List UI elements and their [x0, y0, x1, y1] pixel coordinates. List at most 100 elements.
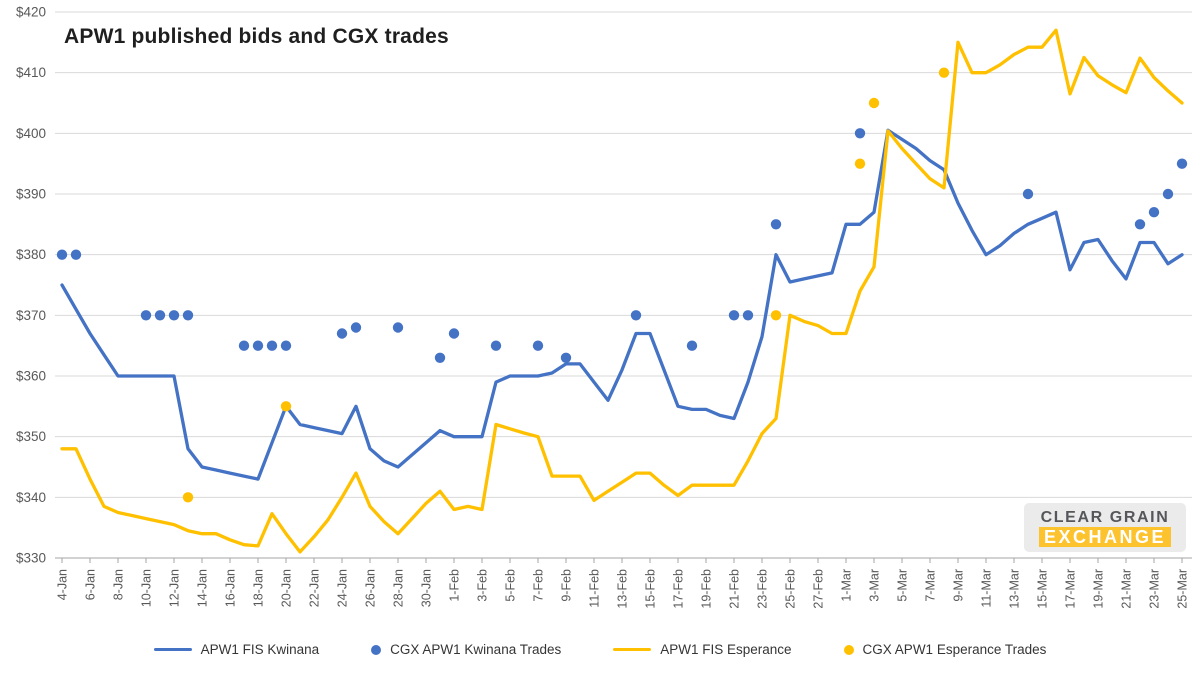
x-axis-label: 12-Jan: [168, 569, 182, 607]
cgx-apw1-esperance-trades-point: [868, 97, 880, 109]
cgx-apw1-kwinana-trades-point: [168, 310, 180, 321]
y-axis-label: $390: [16, 187, 46, 202]
x-axis-label: 1-Feb: [448, 569, 462, 602]
x-axis-label: 5-Feb: [504, 569, 518, 602]
clear-grain-exchange-logo: CLEAR GRAIN EXCHANGE: [1024, 503, 1186, 552]
cgx-apw1-kwinana-trades-point: [252, 340, 264, 351]
x-axis-label: 19-Mar: [1092, 569, 1106, 609]
x-axis-label: 13-Mar: [1008, 569, 1022, 609]
apw1-fis-esperance-line: [60, 28, 1184, 554]
cgx-apw1-kwinana-trades-point: [1134, 219, 1146, 230]
x-axis-label: 21-Feb: [728, 569, 742, 609]
cgx-apw1-kwinana-trades-point: [560, 352, 572, 363]
chart-title: APW1 published bids and CGX trades: [64, 25, 449, 48]
x-axis-label: 19-Feb: [700, 569, 714, 609]
cgx-apw1-kwinana-trades-point: [1148, 207, 1160, 218]
x-axis-label: 10-Jan: [140, 569, 154, 607]
y-axis-label: $420: [16, 5, 46, 20]
x-axis-label: 15-Feb: [644, 569, 658, 609]
legend-label: CGX APW1 Kwinana Trades: [390, 642, 562, 657]
cgx-apw1-kwinana-trades-point: [266, 340, 278, 351]
cgx-apw1-kwinana-trades-point: [140, 310, 152, 321]
cgx-apw1-kwinana-trades-point: [686, 340, 698, 351]
y-axis-label: $350: [16, 429, 46, 444]
cgx-apw1-kwinana-trades-point: [238, 340, 250, 351]
cgx-apw1-esperance-trades-point: [280, 401, 292, 412]
x-axis-label: 1-Mar: [840, 569, 854, 602]
legend-label: APW1 FIS Esperance: [660, 642, 792, 657]
x-axis-label: 7-Mar: [924, 569, 938, 602]
x-axis-label: 24-Jan: [336, 569, 350, 607]
x-axis-label: 18-Jan: [252, 569, 266, 607]
x-axis-label: 6-Jan: [84, 569, 98, 600]
x-axis-label: 26-Jan: [364, 569, 378, 607]
cgx-apw1-kwinana-trades-point: [434, 352, 446, 363]
apw1-fis-kwinana-line: [60, 128, 1184, 481]
y-axis-label: $360: [16, 369, 46, 384]
cgx-apw1-kwinana-trades-point: [280, 340, 292, 351]
legend-item-esperance-trades: CGX APW1 Esperance Trades: [843, 642, 1047, 657]
x-axis-label: 15-Mar: [1036, 569, 1050, 609]
x-axis-label: 3-Mar: [868, 569, 882, 602]
x-axis-label: 27-Feb: [812, 569, 826, 609]
y-axis-label: $370: [16, 308, 46, 323]
x-axis-label: 7-Feb: [532, 569, 546, 602]
x-axis-label: 20-Jan: [280, 569, 294, 607]
y-axis-label: $330: [16, 551, 46, 566]
cgx-apw1-kwinana-trades-point: [630, 310, 642, 321]
cgx-apw1-kwinana-trades-point: [154, 310, 166, 321]
esperance-dot-swatch-icon: [843, 644, 854, 655]
cgx-apw1-kwinana-trades-point: [490, 340, 502, 351]
esperance-line-swatch-icon: [613, 647, 652, 652]
kwinana-line-swatch-icon: [153, 647, 192, 652]
y-axis-label: $410: [16, 65, 46, 80]
cgx-apw1-kwinana-trades-point: [448, 328, 460, 339]
y-axis-label: $400: [16, 126, 46, 141]
x-axis-label: 17-Mar: [1064, 569, 1078, 609]
kwinana-dot-swatch-icon: [371, 644, 382, 655]
cgx-apw1-kwinana-trades-point: [532, 340, 544, 351]
cgx-apw1-kwinana-trades-point: [854, 128, 866, 139]
logo-text-clear-grain: CLEAR GRAIN: [1040, 508, 1170, 526]
legend-item-esperance-line: APW1 FIS Esperance: [613, 642, 792, 657]
x-axis-label: 14-Jan: [196, 569, 210, 607]
x-axis-label: 23-Feb: [756, 569, 770, 609]
cgx-apw1-kwinana-trades-point: [1162, 188, 1174, 200]
legend-label: APW1 FIS Kwinana: [200, 642, 320, 657]
cgx-apw1-esperance-trades-point: [182, 492, 194, 503]
x-axis-label: 28-Jan: [392, 569, 406, 607]
legend-label: CGX APW1 Esperance Trades: [862, 642, 1047, 657]
x-axis-label: 16-Jan: [224, 569, 238, 607]
x-axis-label: 8-Jan: [112, 569, 126, 600]
legend: APW1 FIS Kwinana CGX APW1 Kwinana Trades…: [0, 642, 1200, 657]
x-axis-label: 21-Mar: [1120, 569, 1134, 609]
cgx-apw1-kwinana-trades-point: [182, 310, 194, 321]
cgx-apw1-kwinana-trades-point: [350, 322, 362, 333]
cgx-apw1-esperance-trades-point: [770, 310, 782, 321]
cgx-apw1-kwinana-trades-point: [728, 310, 740, 321]
cgx-apw1-kwinana-trades-point: [1022, 188, 1034, 200]
x-axis-label: 17-Feb: [672, 569, 686, 609]
x-axis-label: 9-Feb: [560, 569, 574, 602]
cgx-apw1-kwinana-trades-point: [742, 310, 754, 321]
x-axis-label: 25-Mar: [1176, 569, 1190, 609]
cgx-apw1-kwinana-trades-point: [70, 249, 82, 260]
logo-text-exchange: EXCHANGE: [1038, 526, 1171, 547]
legend-item-kwinana-line: APW1 FIS Kwinana: [153, 642, 320, 657]
x-axis-label: 4-Jan: [56, 569, 70, 600]
x-axis-label: 11-Mar: [980, 569, 994, 608]
cgx-apw1-kwinana-trades-point: [392, 322, 404, 333]
plot-area: $330 $340 $350 $360 $370 $380 $390 $400 $410 $420…: [16, 5, 1192, 609]
y-axis-label: $340: [16, 490, 46, 505]
y-axis-label: $380: [16, 247, 46, 262]
x-axis-label: 5-Mar: [896, 569, 910, 602]
x-axis-label: 13-Feb: [616, 569, 630, 609]
cgx-apw1-kwinana-trades-point: [1176, 158, 1188, 169]
x-axis-label: 25-Feb: [784, 569, 798, 609]
cgx-apw1-esperance-trades-point: [938, 67, 950, 78]
x-axis-label: 22-Jan: [308, 569, 322, 607]
legend-item-kwinana-trades: CGX APW1 Kwinana Trades: [371, 642, 561, 657]
cgx-apw1-kwinana-trades-point: [56, 249, 68, 260]
cgx-apw1-esperance-trades-point: [854, 158, 866, 169]
